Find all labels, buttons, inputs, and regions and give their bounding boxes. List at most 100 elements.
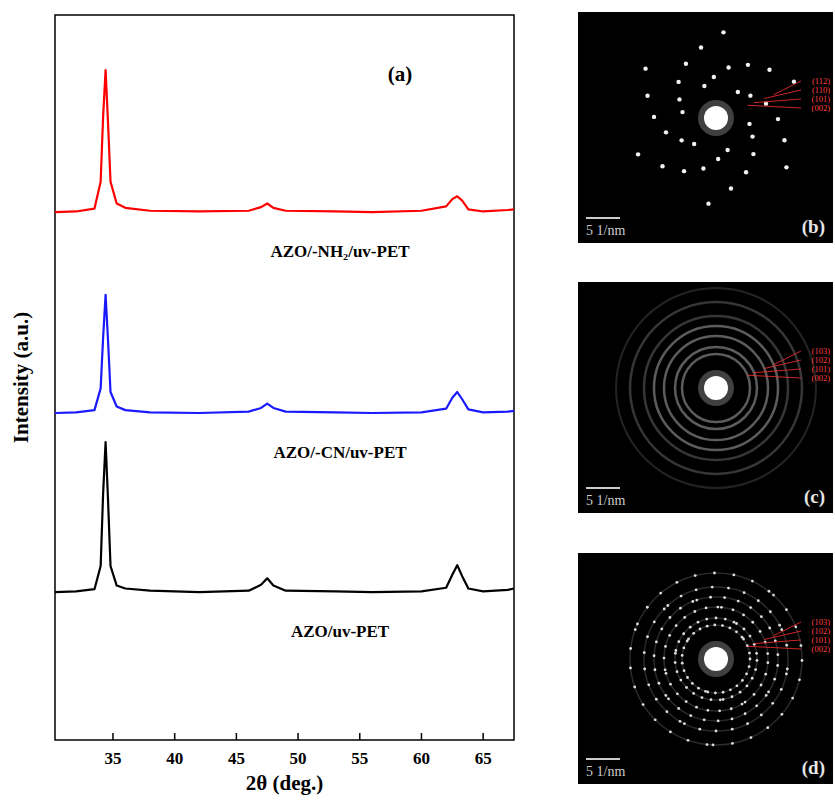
- diffraction-spot: [699, 45, 703, 49]
- diffraction-spot: [636, 623, 639, 626]
- diffraction-spot: [667, 697, 670, 700]
- panel-label: (c): [804, 486, 825, 508]
- diffraction-spot: [785, 673, 788, 676]
- diffraction-spot: [749, 606, 752, 609]
- diffraction-spot: [767, 68, 771, 72]
- xrd-curve: [55, 70, 514, 212]
- diffraction-spot: [697, 687, 700, 690]
- leader-line: [773, 81, 801, 95]
- diffraction-spot: [676, 692, 679, 695]
- diffraction-spot: [676, 80, 680, 84]
- diffraction-spot: [676, 581, 679, 584]
- diffraction-spot: [776, 117, 780, 121]
- diffraction-spot: [674, 652, 677, 655]
- diffraction-spot: [691, 600, 694, 603]
- diffraction-spot: [724, 618, 727, 621]
- diffraction-spot: [725, 148, 729, 152]
- diffraction-spot: [751, 621, 754, 624]
- saed-background: [578, 12, 833, 243]
- diffraction-spot: [747, 122, 751, 126]
- diffraction-spot: [772, 594, 775, 597]
- diffraction-spot: [726, 65, 730, 69]
- diffraction-spot: [714, 692, 717, 695]
- diffraction-spot: [689, 626, 692, 629]
- diffraction-spot: [676, 670, 679, 673]
- diffraction-spot: [768, 590, 771, 593]
- diffraction-spot: [669, 616, 672, 619]
- diffraction-spot: [666, 604, 669, 607]
- diffraction-spot: [682, 632, 685, 635]
- x-tick: [112, 733, 114, 740]
- diffraction-spot: [711, 586, 714, 589]
- scale-bar-label: 5 1/nm: [586, 493, 625, 508]
- diffraction-spot: [760, 615, 763, 618]
- diffraction-ring: [654, 326, 778, 450]
- diffraction-spot: [674, 661, 677, 664]
- diffraction-ring: [664, 607, 768, 711]
- scale-bar: [586, 758, 620, 760]
- diffraction-spot: [692, 632, 695, 635]
- diffraction-spot: [706, 625, 709, 628]
- central-glow: [698, 641, 734, 677]
- diffraction-spot: [744, 712, 747, 715]
- diffraction-spot: [717, 720, 720, 723]
- diffraction-spot: [753, 693, 756, 696]
- saed-background: [578, 282, 833, 513]
- diffraction-spot: [643, 66, 647, 70]
- diffraction-spot: [701, 696, 704, 699]
- diffraction-spot: [704, 690, 707, 693]
- saed-background: [578, 553, 833, 784]
- diffraction-spot: [702, 84, 706, 88]
- diffraction-spot: [766, 652, 769, 655]
- diffraction-spot: [655, 641, 658, 644]
- diffraction-spot: [698, 728, 701, 731]
- diffraction-spot: [769, 610, 772, 613]
- diffraction-spot: [710, 698, 713, 701]
- diffraction-spot: [679, 138, 683, 142]
- diffraction-spot: [737, 600, 740, 603]
- scale-bar: [586, 487, 620, 489]
- diffraction-spot: [629, 667, 632, 670]
- leader-line: [773, 351, 801, 365]
- diffraction-spot: [655, 698, 658, 701]
- series-label: AZO/uv-PET: [291, 622, 390, 641]
- central-beam: [704, 376, 728, 400]
- diffraction-spot: [785, 644, 788, 647]
- diffraction-spot: [776, 664, 779, 667]
- diffraction-spot: [697, 621, 700, 624]
- x-tick-label: 45: [228, 749, 245, 768]
- diffraction-spot: [760, 684, 763, 687]
- diffraction-spot: [778, 624, 781, 627]
- diffraction-spot: [685, 686, 688, 689]
- diffraction-spot: [748, 93, 752, 97]
- diffraction-spot: [722, 698, 725, 701]
- diffraction-spot: [703, 718, 706, 721]
- panel-label: (a): [388, 62, 413, 86]
- diffraction-spot: [654, 668, 657, 671]
- diffraction-spot: [706, 743, 709, 746]
- diffraction-spot: [766, 661, 769, 664]
- leader-line: [748, 646, 801, 649]
- diffraction-spot: [754, 668, 757, 671]
- diffraction-spot: [629, 647, 632, 650]
- diffraction-spot: [693, 610, 696, 613]
- diffraction-spot: [713, 572, 716, 575]
- diffraction-ring: [644, 316, 788, 460]
- x-tick-label: 60: [413, 749, 430, 768]
- x-tick: [236, 733, 238, 740]
- diffraction-spot: [643, 668, 646, 671]
- diffraction-spot: [760, 714, 763, 717]
- xrd-curve: [55, 442, 514, 592]
- diffraction-spot: [712, 744, 715, 747]
- diffraction-spot: [739, 691, 742, 694]
- diffraction-spot: [683, 722, 686, 725]
- scale-bar-label: 5 1/nm: [586, 764, 625, 779]
- diffraction-spot: [794, 625, 797, 628]
- diffraction-spot: [727, 587, 730, 590]
- diffraction-spot: [732, 573, 735, 576]
- diffraction-spot: [715, 730, 718, 733]
- leader-line: [764, 360, 801, 369]
- plot-frame: [55, 15, 514, 740]
- diffraction-spot: [785, 608, 788, 611]
- diffraction-spot: [646, 606, 649, 609]
